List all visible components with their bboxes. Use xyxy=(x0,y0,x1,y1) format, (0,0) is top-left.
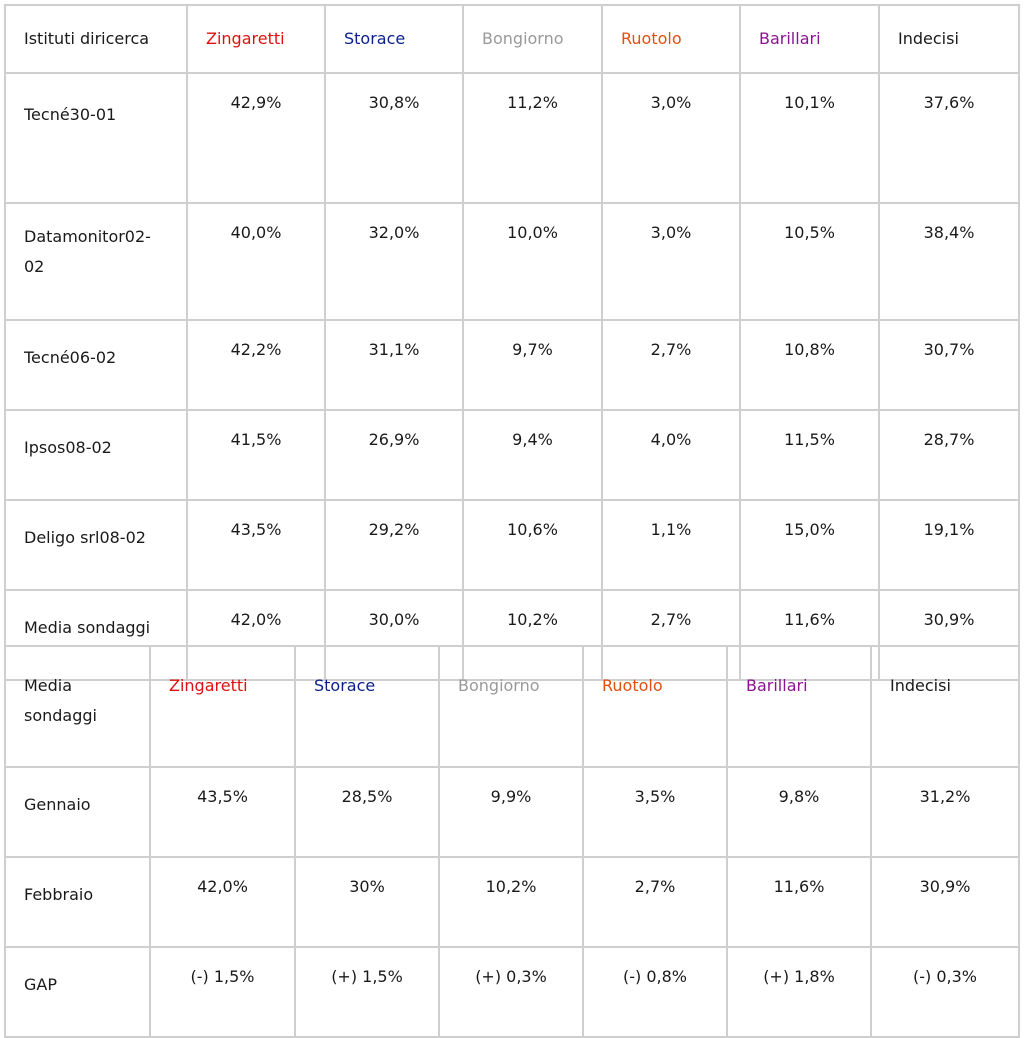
header-barillari: Barillari xyxy=(739,4,880,74)
cell-barillari: 11,6% xyxy=(726,856,872,948)
cell-indecisi: 31,2% xyxy=(870,766,1020,858)
cell-bongiorno: (+) 0,3% xyxy=(438,946,584,1038)
row-label: GAP xyxy=(4,946,151,1038)
cell-indecisi: 28,7% xyxy=(878,409,1020,501)
cell-ruotolo: 3,5% xyxy=(582,766,728,858)
cell-bongiorno: 9,9% xyxy=(438,766,584,858)
header-storace: Storace xyxy=(294,645,440,768)
cell-barillari: 9,8% xyxy=(726,766,872,858)
cell-storace: (+) 1,5% xyxy=(294,946,440,1038)
cell-ruotolo: 4,0% xyxy=(601,409,741,501)
row-label: Tecné06-02 xyxy=(4,319,188,411)
polls-by-institute-table: Istituti diricerca Zingaretti Storace Bo… xyxy=(4,4,1020,681)
row-label: Febbraio xyxy=(4,856,151,948)
cell-ruotolo: 1,1% xyxy=(601,499,741,591)
row-label: Gennaio xyxy=(4,766,151,858)
header-ruotolo: Ruotolo xyxy=(601,4,741,74)
monthly-average-table: Media sondaggi Zingaretti Storace Bongio… xyxy=(4,645,1020,1038)
cell-storace: 31,1% xyxy=(324,319,464,411)
header-institutes: Istituti diricerca xyxy=(4,4,188,74)
cell-bongiorno: 10,0% xyxy=(462,202,603,321)
row-label: Tecné30-01 xyxy=(4,72,188,204)
cell-zingaretti: (-) 1,5% xyxy=(149,946,296,1038)
header-indecisi: Indecisi xyxy=(870,645,1020,768)
header-zingaretti: Zingaretti xyxy=(149,645,296,768)
cell-zingaretti: 43,5% xyxy=(186,499,326,591)
cell-zingaretti: 42,0% xyxy=(149,856,296,948)
cell-barillari: 15,0% xyxy=(739,499,880,591)
cell-indecisi: 38,4% xyxy=(878,202,1020,321)
header-ruotolo: Ruotolo xyxy=(582,645,728,768)
row-label: Ipsos08-02 xyxy=(4,409,188,501)
cell-zingaretti: 42,9% xyxy=(186,72,326,204)
cell-zingaretti: 41,5% xyxy=(186,409,326,501)
row-label: Datamonitor02-02 xyxy=(4,202,188,321)
cell-ruotolo: 3,0% xyxy=(601,72,741,204)
cell-barillari: 10,5% xyxy=(739,202,880,321)
header-average: Media sondaggi xyxy=(4,645,151,768)
row-label: Deligo srl08-02 xyxy=(4,499,188,591)
table-header-row: Istituti diricerca Zingaretti Storace Bo… xyxy=(4,4,1020,74)
cell-barillari: 10,8% xyxy=(739,319,880,411)
header-bongiorno: Bongiorno xyxy=(462,4,603,74)
header-bongiorno: Bongiorno xyxy=(438,645,584,768)
cell-indecisi: 19,1% xyxy=(878,499,1020,591)
cell-bongiorno: 9,4% xyxy=(462,409,603,501)
cell-indecisi: (-) 0,3% xyxy=(870,946,1020,1038)
header-storace: Storace xyxy=(324,4,464,74)
cell-ruotolo: (-) 0,8% xyxy=(582,946,728,1038)
table-row: Tecné30-01 42,9% 30,8% 11,2% 3,0% 10,1% … xyxy=(4,72,1020,204)
table-row: Datamonitor02-02 40,0% 32,0% 10,0% 3,0% … xyxy=(4,202,1020,321)
header-indecisi: Indecisi xyxy=(878,4,1020,74)
cell-indecisi: 30,9% xyxy=(870,856,1020,948)
cell-bongiorno: 11,2% xyxy=(462,72,603,204)
cell-barillari: 11,5% xyxy=(739,409,880,501)
table-row: Gennaio 43,5% 28,5% 9,9% 3,5% 9,8% 31,2% xyxy=(4,766,1020,858)
cell-barillari: 10,1% xyxy=(739,72,880,204)
cell-storace: 30,8% xyxy=(324,72,464,204)
table-row: Febbraio 42,0% 30% 10,2% 2,7% 11,6% 30,9… xyxy=(4,856,1020,948)
table-row: Tecné06-02 42,2% 31,1% 9,7% 2,7% 10,8% 3… xyxy=(4,319,1020,411)
cell-ruotolo: 2,7% xyxy=(601,319,741,411)
cell-storace: 26,9% xyxy=(324,409,464,501)
table-row: Ipsos08-02 41,5% 26,9% 9,4% 4,0% 11,5% 2… xyxy=(4,409,1020,501)
cell-zingaretti: 40,0% xyxy=(186,202,326,321)
cell-bongiorno: 10,2% xyxy=(438,856,584,948)
cell-ruotolo: 2,7% xyxy=(582,856,728,948)
cell-storace: 29,2% xyxy=(324,499,464,591)
cell-storace: 30% xyxy=(294,856,440,948)
cell-zingaretti: 42,2% xyxy=(186,319,326,411)
header-barillari: Barillari xyxy=(726,645,872,768)
table-row: GAP (-) 1,5% (+) 1,5% (+) 0,3% (-) 0,8% … xyxy=(4,946,1020,1038)
table-row: Deligo srl08-02 43,5% 29,2% 10,6% 1,1% 1… xyxy=(4,499,1020,591)
cell-bongiorno: 9,7% xyxy=(462,319,603,411)
cell-storace: 32,0% xyxy=(324,202,464,321)
cell-zingaretti: 43,5% xyxy=(149,766,296,858)
table-header-row: Media sondaggi Zingaretti Storace Bongio… xyxy=(4,645,1020,768)
cell-ruotolo: 3,0% xyxy=(601,202,741,321)
cell-indecisi: 30,7% xyxy=(878,319,1020,411)
cell-indecisi: 37,6% xyxy=(878,72,1020,204)
header-zingaretti: Zingaretti xyxy=(186,4,326,74)
cell-barillari: (+) 1,8% xyxy=(726,946,872,1038)
cell-bongiorno: 10,6% xyxy=(462,499,603,591)
cell-storace: 28,5% xyxy=(294,766,440,858)
